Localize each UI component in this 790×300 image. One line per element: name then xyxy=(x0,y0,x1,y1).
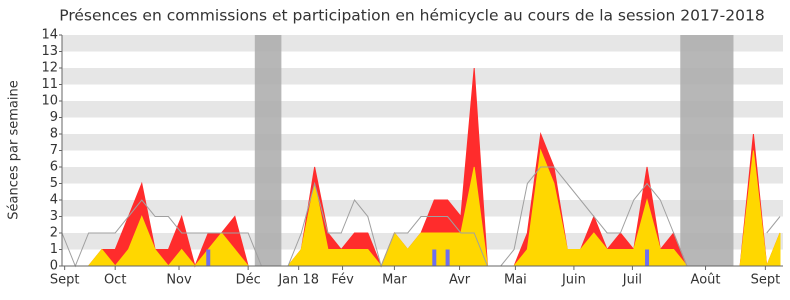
x-tick-label: Jan 18 xyxy=(277,273,319,288)
chart-title: Présences en commissions et participatio… xyxy=(59,7,764,25)
y-tick-label: 5 xyxy=(50,176,58,191)
x-tick-label: Sept xyxy=(751,273,781,288)
y-tick-label: 11 xyxy=(41,77,58,92)
y-tick-label: 7 xyxy=(50,143,58,158)
x-tick-label: Nov xyxy=(166,273,192,288)
grid-stripe xyxy=(62,101,783,118)
y-tick-label: 3 xyxy=(50,209,58,224)
y-tick-label: 10 xyxy=(41,94,58,109)
vacation-band xyxy=(254,35,282,266)
y-tick-label: 0 xyxy=(50,259,58,274)
x-tick-label: Juin xyxy=(561,273,586,288)
vacation-band xyxy=(680,35,734,266)
y-tick-label: 4 xyxy=(50,193,58,208)
y-axis-label: Séances par semaine xyxy=(7,80,22,219)
x-tick-label: Oct xyxy=(104,273,126,288)
grid-stripe xyxy=(62,35,783,52)
x-tick-label: Sept xyxy=(50,273,80,288)
y-tick-label: 14 xyxy=(41,28,58,43)
grid-stripe xyxy=(62,167,783,184)
question-bar xyxy=(645,249,650,266)
y-tick-label: 13 xyxy=(41,44,58,59)
x-tick-label: Fév xyxy=(331,273,354,288)
x-tick-label: Juil xyxy=(622,273,642,288)
y-tick-label: 1 xyxy=(50,242,58,257)
y-tick-label: 12 xyxy=(41,61,58,76)
x-tick-label: Déc xyxy=(236,273,261,288)
grid-stripe xyxy=(62,68,783,85)
question-bar xyxy=(206,249,211,266)
x-tick-label: Avr xyxy=(449,273,471,288)
x-tick-label: Août xyxy=(691,273,721,288)
question-bar xyxy=(445,249,450,266)
y-tick-label: 2 xyxy=(50,226,58,241)
x-tick-label: Mar xyxy=(382,273,407,288)
series-area xyxy=(62,148,781,267)
y-tick-label: 9 xyxy=(50,110,58,125)
question-bar xyxy=(432,249,437,266)
grid-stripe xyxy=(62,134,783,151)
grid-stripe xyxy=(62,200,783,217)
y-tick-label: 8 xyxy=(50,127,58,142)
y-tick-label: 6 xyxy=(50,160,58,175)
x-tick-label: Mai xyxy=(504,273,527,288)
